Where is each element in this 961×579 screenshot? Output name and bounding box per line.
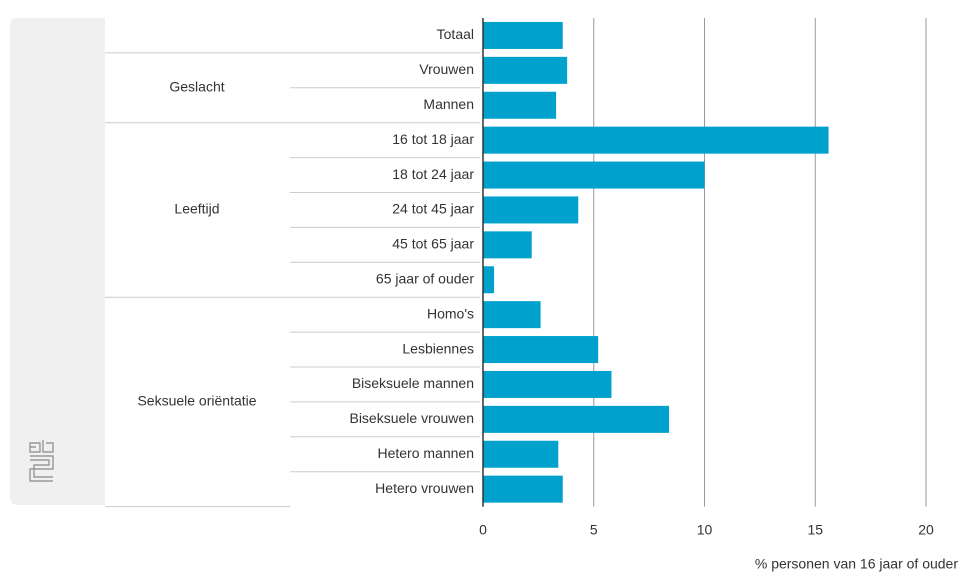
- x-tick-label: 5: [590, 521, 598, 537]
- bar: [483, 56, 568, 84]
- bar: [483, 266, 495, 294]
- category-label: Biseksuele mannen: [352, 375, 474, 391]
- bar: [483, 336, 599, 364]
- category-label: Homo's: [427, 305, 474, 321]
- group-label: Seksuele oriëntatie: [137, 393, 256, 409]
- category-label: Lesbiennes: [402, 340, 474, 356]
- category-label: 65 jaar of ouder: [376, 270, 474, 286]
- bar: [483, 126, 829, 154]
- bar: [483, 440, 559, 468]
- x-tick-label: 20: [918, 521, 934, 537]
- category-label: 45 tot 65 jaar: [392, 236, 474, 252]
- bar: [483, 196, 579, 224]
- group-label: Geslacht: [169, 79, 224, 95]
- category-label: 18 tot 24 jaar: [392, 166, 474, 182]
- bar: [483, 301, 541, 329]
- category-label: Mannen: [423, 96, 474, 112]
- bar: [483, 91, 557, 119]
- category-label: Hetero vrouwen: [375, 480, 474, 496]
- bar: [483, 405, 670, 433]
- x-tick-label: 10: [697, 521, 713, 537]
- bar: [483, 21, 563, 49]
- bar: [483, 161, 705, 189]
- bar: [483, 475, 563, 503]
- group-label: Leeftijd: [174, 201, 219, 217]
- logo: [29, 440, 54, 482]
- category-label: 16 tot 18 jaar: [392, 131, 474, 147]
- bar: [483, 370, 612, 398]
- category-label: 24 tot 45 jaar: [392, 201, 474, 217]
- x-tick-label: 0: [479, 521, 487, 537]
- x-tick-label: 15: [807, 521, 823, 537]
- category-label: Totaal: [437, 26, 474, 42]
- category-label: Vrouwen: [419, 61, 474, 77]
- x-axis-label: % personen van 16 jaar of ouder: [755, 556, 958, 572]
- bar: [483, 231, 532, 259]
- category-label: Hetero mannen: [377, 445, 474, 461]
- panel: [10, 18, 105, 505]
- category-label: Biseksuele vrouwen: [349, 410, 474, 426]
